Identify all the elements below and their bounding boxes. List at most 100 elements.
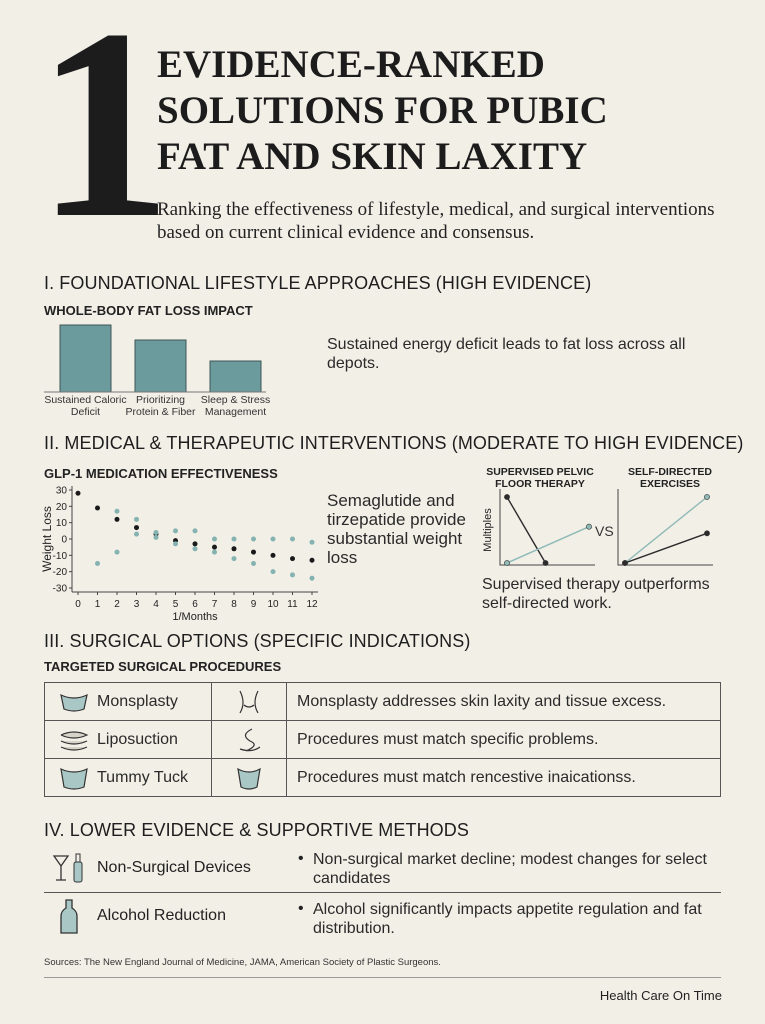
table-cell — [211, 682, 287, 721]
table-row: Monsplasty Monsplasty addresses skin lax… — [44, 682, 721, 721]
line-chart: Multiples — [482, 489, 595, 566]
procedure-name: Tummy Tuck — [97, 768, 188, 786]
line-chart — [617, 489, 713, 566]
bar — [59, 324, 112, 393]
chart-title: SUPERVISED PELVIC FLOOR THERAPY — [486, 466, 594, 490]
procedure-name: Liposuction — [97, 730, 178, 748]
section-text: Semaglutide and tirzepatide provide subs… — [327, 491, 466, 567]
x-tick-label: 3 — [134, 599, 140, 610]
icon — [52, 853, 83, 883]
x-tick-label: 4 — [153, 599, 159, 610]
bar — [134, 339, 187, 393]
point — [251, 549, 256, 555]
line — [624, 496, 708, 564]
y-tick-label: 30 — [56, 486, 68, 497]
point — [95, 505, 100, 511]
table-cell — [211, 758, 287, 797]
y-tick-label: 20 — [56, 502, 68, 513]
point — [309, 539, 315, 545]
y-axis-label: Weight Loss — [40, 506, 54, 572]
table-title: TARGETED SURGICAL PROCEDURES — [44, 659, 282, 674]
point — [504, 560, 510, 566]
y-tick-label: -30 — [53, 584, 68, 595]
brand: Health Care On Time — [599, 988, 722, 1003]
table-row: Tummy Tuck Procedures must match rencest… — [44, 758, 721, 797]
icon — [60, 767, 88, 790]
y-tick-label: 0 — [61, 535, 67, 546]
point — [231, 556, 237, 562]
point — [95, 561, 100, 566]
method-name: Non-Surgical Devices — [97, 859, 251, 876]
section-text: Sustained energy deficit leads to fat lo… — [327, 336, 686, 372]
point — [270, 536, 276, 542]
point — [134, 531, 139, 537]
point — [173, 541, 178, 547]
chart-caption: Supervised therapy outperforms self-dire… — [482, 576, 710, 612]
point — [75, 490, 81, 496]
method-note: Non-surgical market decline; modest chan… — [313, 851, 707, 887]
icon — [60, 693, 88, 712]
title: EVIDENCE-RANKED SOLUTIONS FOR PUBIC FAT … — [157, 42, 608, 180]
title-line: SOLUTIONS FOR PUBIC — [157, 89, 608, 132]
table-cell: Procedures must match rencestive inaicat… — [286, 758, 721, 797]
point — [504, 494, 510, 500]
bar — [209, 360, 262, 393]
x-tick-label: Sleep & Stress Management — [200, 394, 271, 418]
bar-chart — [44, 324, 266, 393]
x-tick-label: 0 — [75, 599, 81, 610]
vs-label: VS — [595, 523, 614, 539]
point — [173, 528, 178, 534]
table-cell: Monsplasty — [44, 682, 212, 721]
point — [231, 536, 237, 542]
line — [506, 496, 547, 564]
x-tick-label: Sustained Caloric Deficit — [44, 394, 127, 418]
icon — [60, 899, 78, 934]
point — [114, 549, 120, 555]
point — [270, 552, 276, 558]
point — [290, 536, 295, 542]
line — [624, 532, 708, 564]
title-line: EVIDENCE-RANKED — [157, 43, 545, 86]
table-row: Liposuction Procedures must match specif… — [44, 720, 721, 759]
table-cell — [211, 720, 287, 759]
bar-labels: Sustained Caloric Deficit Prioritizing Pr… — [40, 394, 270, 424]
procedure-name: Monsplasty — [97, 692, 178, 710]
table-cell: Liposuction — [44, 720, 212, 759]
x-tick-label: 1 — [95, 599, 101, 610]
axis — [499, 489, 595, 566]
point — [704, 530, 710, 537]
point — [134, 516, 139, 522]
sources: Sources: The New England Journal of Medi… — [44, 957, 441, 968]
x-tick-label: 9 — [251, 599, 257, 610]
section-heading: I. FOUNDATIONAL LIFESTYLE APPROACHES (HI… — [44, 273, 592, 293]
title-line: FAT AND SKIN LAXITY — [157, 135, 588, 178]
y-axis-label: Multiples — [482, 508, 494, 552]
x-tick-label: 7 — [212, 599, 218, 610]
point — [290, 572, 295, 578]
y-tick-label: -20 — [53, 567, 68, 578]
axis — [617, 489, 713, 566]
point — [622, 560, 628, 566]
section-heading: II. MEDICAL & THERAPEUTIC INTERVENTIONS … — [44, 433, 744, 453]
point — [212, 536, 217, 542]
line — [506, 526, 590, 564]
icon — [239, 690, 259, 713]
big-number: 1 — [36, 0, 172, 274]
x-tick-label: 8 — [231, 599, 237, 610]
x-tick-label: 12 — [306, 599, 318, 610]
section-heading: IV. LOWER EVIDENCE & SUPPORTIVE METHODS — [44, 820, 469, 840]
point — [231, 546, 237, 552]
point — [309, 575, 315, 581]
x-tick-label: 6 — [192, 599, 198, 610]
chart-title: SELF-DIRECTED EXERCISES — [628, 466, 712, 490]
point — [309, 557, 315, 563]
point — [153, 529, 159, 535]
separator — [44, 892, 721, 893]
x-tick-label: 5 — [173, 599, 179, 610]
point — [212, 544, 217, 550]
table-cell: Procedures must match specific problems. — [286, 720, 721, 759]
point — [134, 525, 139, 531]
